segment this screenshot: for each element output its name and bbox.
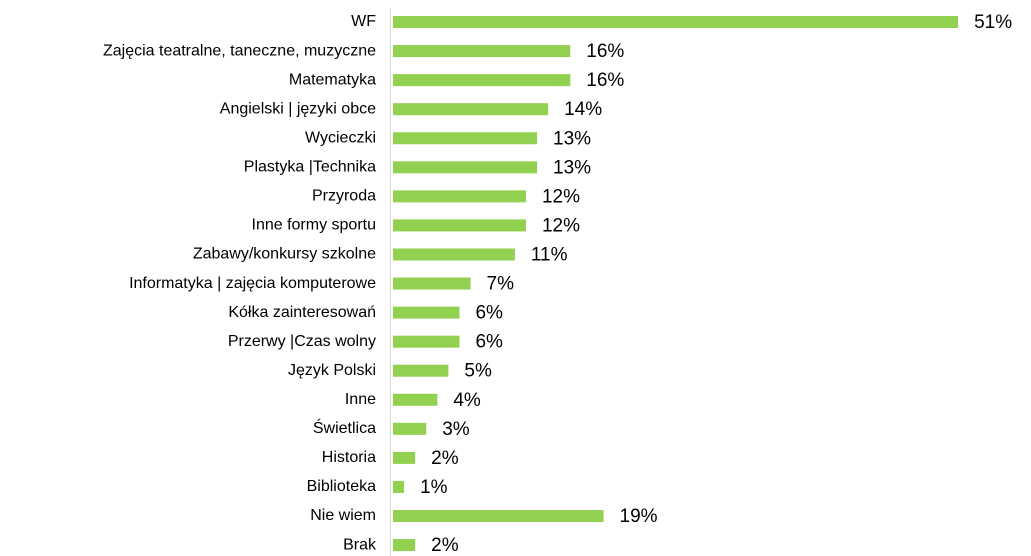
value-label: 13% <box>553 128 591 149</box>
category-label: Brak <box>343 536 377 553</box>
bar <box>393 364 449 377</box>
category-label: Informatyka | zajęcia komputerowe <box>129 275 376 292</box>
bar <box>393 510 604 523</box>
bar <box>393 393 438 406</box>
category-label: Przerwy |Czas wolny <box>228 333 376 350</box>
category-label: Historia <box>322 449 376 466</box>
category-label: Matematyka <box>289 71 376 88</box>
value-label: 19% <box>620 506 658 527</box>
value-label: 16% <box>586 70 624 91</box>
value-label: 51% <box>974 12 1012 33</box>
bar <box>393 306 460 319</box>
bar <box>393 132 538 145</box>
bar <box>393 74 571 87</box>
bar <box>393 422 427 435</box>
value-label: 12% <box>542 186 580 207</box>
category-label: Biblioteka <box>307 478 376 495</box>
category-label: Inne <box>345 391 376 408</box>
bar <box>393 335 460 348</box>
category-label: Inne formy sportu <box>252 217 377 234</box>
value-label: 16% <box>586 41 624 62</box>
category-label: Nie wiem <box>310 507 376 524</box>
category-label: Świetlica <box>313 418 376 437</box>
value-label: 2% <box>431 448 459 469</box>
value-label: 2% <box>431 535 459 556</box>
category-label: Przyroda <box>312 188 376 205</box>
category-label: Zabawy/konkursy szkolne <box>193 246 376 263</box>
value-label: 14% <box>564 99 602 120</box>
bar <box>393 277 471 290</box>
bar <box>393 45 571 58</box>
value-label: 12% <box>542 215 580 236</box>
category-label: WF <box>351 13 376 30</box>
value-label: 7% <box>487 274 515 295</box>
category-label: Zajęcia teatralne, taneczne, muzyczne <box>103 42 376 59</box>
category-label: Wycieczki <box>305 129 376 146</box>
category-label: Angielski | języki obce <box>220 100 376 117</box>
category-label: Język Polski <box>288 362 376 379</box>
bar <box>393 16 959 28</box>
value-label: 3% <box>442 419 470 440</box>
bar <box>393 480 405 493</box>
value-label: 5% <box>464 361 492 382</box>
value-label: 4% <box>453 390 481 411</box>
bar <box>393 539 416 552</box>
bar <box>393 161 538 174</box>
category-label: Kółka zainteresowań <box>228 304 376 321</box>
bar <box>393 219 526 232</box>
bar <box>393 103 549 116</box>
bar <box>393 190 526 203</box>
bar <box>393 451 416 464</box>
value-label: 6% <box>475 303 503 324</box>
value-label: 1% <box>420 477 448 498</box>
value-label: 13% <box>553 157 591 178</box>
value-label: 6% <box>475 332 503 353</box>
bar <box>393 248 515 261</box>
value-label: 11% <box>531 244 568 265</box>
category-label: Plastyka |Technika <box>244 159 376 176</box>
